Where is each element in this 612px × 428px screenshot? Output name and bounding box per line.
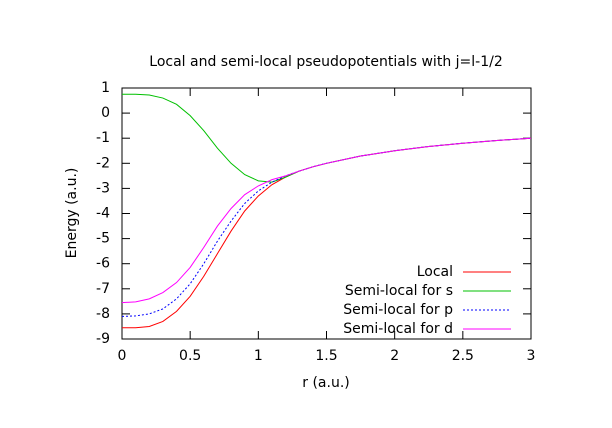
x-tick-label: 2.5	[452, 348, 474, 364]
x-tick-label: 3	[527, 348, 536, 364]
chart-title: Local and semi-local pseudopotentials wi…	[149, 54, 502, 70]
line-series	[122, 137, 532, 329]
x-tick-label: 0.5	[179, 348, 201, 364]
line-series	[122, 93, 532, 183]
legend-label: Local	[417, 264, 453, 280]
y-tick-label: 0	[101, 105, 110, 121]
y-tick-label: -2	[96, 155, 110, 171]
y-tick-label: 1	[101, 80, 110, 96]
y-tick-label: -8	[96, 306, 110, 322]
line-series	[121, 137, 532, 304]
y-tick-label: -9	[96, 331, 110, 347]
plot-border	[121, 87, 532, 340]
y-tick-label: -5	[96, 231, 110, 247]
y-tick-label: -4	[96, 206, 110, 222]
y-tick-label: -6	[96, 256, 110, 272]
legend-label: Semi-local for p	[343, 302, 453, 318]
y-tick-label: -7	[96, 281, 110, 297]
y-axis-label: Energy (a.u.)	[64, 168, 80, 259]
y-tick-label: -3	[96, 180, 110, 196]
x-tick-label: 1.5	[315, 348, 337, 364]
x-tick-label: 1	[254, 348, 263, 364]
x-axis-label: r (a.u.)	[302, 375, 349, 391]
legend-label: Semi-local for d	[343, 321, 453, 337]
x-tick-label: 0	[118, 348, 127, 364]
legend-label: Semi-local for s	[345, 283, 453, 299]
y-tick-label: -1	[96, 130, 110, 146]
line-series	[121, 137, 532, 317]
x-tick-label: 2	[390, 348, 399, 364]
